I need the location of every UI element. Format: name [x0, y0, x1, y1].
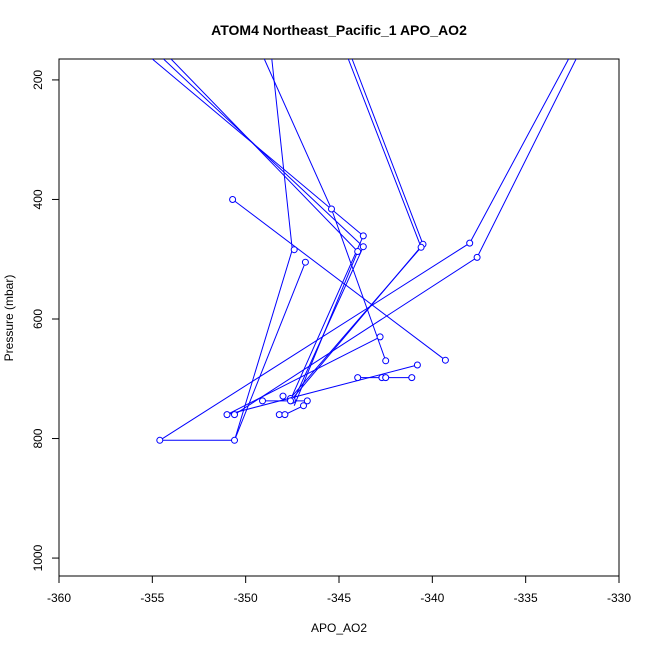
data-point: [231, 411, 238, 419]
series-line: [151, 59, 364, 400]
data-point: [231, 436, 238, 444]
data-point: [287, 397, 294, 405]
x-axis-label: APO_AO2: [311, 621, 367, 635]
data-point: [290, 246, 298, 254]
data-point: [473, 253, 481, 261]
data-point: [328, 205, 335, 213]
y-tick-label: 800: [31, 428, 45, 448]
x-tick-label: -330: [607, 591, 631, 605]
data-point: [359, 243, 367, 251]
data-point: [229, 196, 237, 203]
x-tick-label: -335: [514, 591, 538, 605]
series-line: [234, 262, 306, 441]
data-point: [441, 356, 449, 364]
data-point: [354, 248, 362, 255]
series-line: [170, 59, 359, 406]
data-point: [300, 402, 307, 410]
data-point: [382, 374, 390, 382]
data-point: [156, 436, 164, 444]
data-point: [223, 411, 231, 419]
plot-frame: [58, 58, 620, 577]
y-tick-label: 600: [31, 309, 45, 329]
series-line: [159, 59, 293, 441]
data-point: [281, 411, 289, 419]
series-line: [232, 199, 446, 361]
series-line: [226, 364, 418, 416]
y-tick-label: 200: [31, 70, 45, 90]
data-point: [259, 397, 266, 405]
data-point: [301, 258, 309, 266]
series-line: [263, 59, 387, 361]
plot-area: [151, 59, 577, 444]
x-tick-label: -340: [420, 591, 444, 605]
data-point: [303, 397, 311, 405]
series-line: [163, 59, 364, 404]
series-line: [226, 336, 381, 416]
series-line: [234, 59, 577, 416]
data-point: [376, 333, 384, 341]
y-tick-label: 1000: [31, 544, 45, 571]
x-tick-label: -360: [47, 591, 71, 605]
y-axis-label: Pressure (mbar): [2, 275, 16, 362]
x-tick-label: -345: [327, 591, 351, 605]
y-tick-label: 400: [31, 189, 45, 209]
data-point: [354, 374, 362, 382]
data-point: [382, 357, 390, 365]
data-point: [413, 361, 421, 369]
data-point: [279, 392, 287, 400]
data-point: [359, 232, 367, 240]
x-tick-label: -350: [234, 591, 258, 605]
x-tick-label: -355: [140, 591, 164, 605]
data-point: [408, 374, 416, 382]
chart-title: ATOM4 Northeast_Pacific_1 APO_AO2: [211, 22, 467, 38]
data-point: [466, 239, 474, 247]
y-axis: 200 400 600 800 1000: [31, 70, 59, 571]
x-axis: -360 -355 -350 -345 -340 -335 -330: [47, 576, 631, 605]
data-point: [417, 243, 425, 251]
series-line: [288, 59, 422, 401]
